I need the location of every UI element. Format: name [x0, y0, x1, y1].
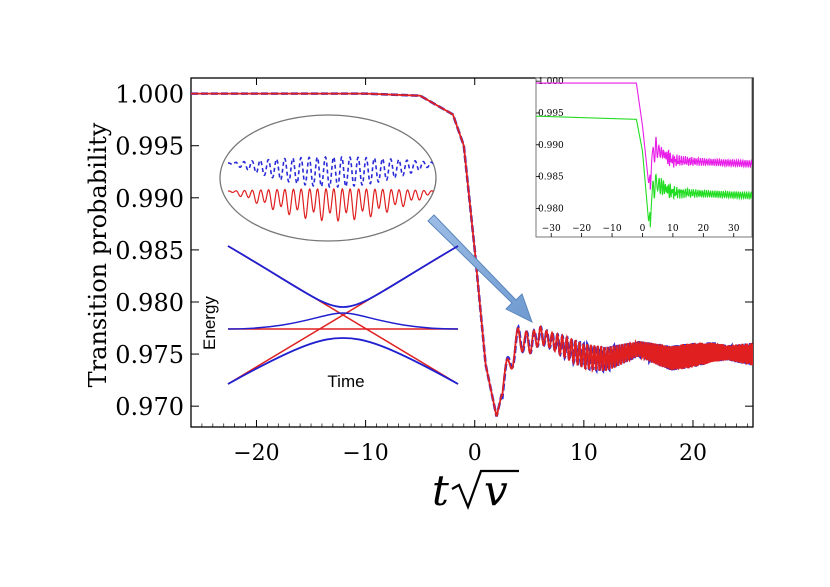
inset-y-tick-label: 0.980 [538, 204, 564, 214]
main-x-tick-label: 10 [570, 441, 598, 466]
main-y-tick-label: 0.985 [115, 237, 184, 265]
main-x-tick-label: −20 [233, 441, 279, 466]
main-y-tick-label: 0.975 [115, 341, 184, 369]
time-axis-label: Time [327, 372, 364, 391]
inset-series-magenta [536, 82, 752, 190]
main-y-tick-label: 0.970 [115, 393, 184, 421]
inset-x-tick-label: 0 [640, 224, 646, 234]
inset-series-green [536, 115, 752, 228]
main-x-tick-label: −10 [342, 441, 388, 466]
inset-x-tick-label: −20 [572, 224, 591, 234]
main-x-axis-label-v: v [484, 466, 508, 515]
inset-frame [535, 77, 753, 238]
adiabatic-middle-curve [227, 312, 459, 330]
main-plot-frame [190, 77, 754, 428]
sqrt-sign [451, 469, 519, 511]
main-y-tick-label: 0.980 [115, 289, 184, 317]
adiabatic-upper-curve [227, 245, 459, 308]
energy-axis-label: Energy [200, 296, 219, 350]
main-y-tick-label: 0.990 [115, 185, 184, 213]
main-x-tick-label: 0 [468, 441, 482, 466]
zoom-ellipse-inset [219, 114, 437, 242]
inset-x-tick-label: −30 [542, 224, 561, 234]
energy-level-diagram: Energy Time [200, 245, 459, 391]
inset-y-tick-label: 0.985 [538, 173, 564, 183]
inset-x-tick-label: 30 [728, 224, 740, 234]
adiabatic-lower-curve [227, 337, 459, 385]
main-x-axis-label-t: t [432, 466, 449, 515]
main-y-tick-label: 1.000 [115, 81, 184, 109]
inset-y-tick-label: 1.000 [538, 77, 564, 87]
top-right-inset: −30 −20 −10 0 10 20 30 1.000 0.995 0.990 0.985 0.98… [535, 77, 753, 238]
ellipse-series-approx [227, 188, 436, 222]
inset-x-tick-label: −10 [603, 224, 622, 234]
inset-x-tick-label: 20 [698, 224, 710, 234]
main-x-axis-label: t v [432, 466, 519, 515]
main-x-tick-label: 20 [679, 441, 707, 466]
inset-y-tick-label: 0.995 [538, 109, 564, 119]
main-y-axis-label: Transition probability [84, 122, 112, 387]
inset-y-tick-label: 0.990 [538, 141, 564, 151]
inset-x-tick-label: 10 [667, 224, 679, 234]
main-series-approximation [191, 92, 753, 417]
zoom-arrow [427, 214, 533, 324]
main-y-tick-label: 0.995 [115, 133, 184, 161]
